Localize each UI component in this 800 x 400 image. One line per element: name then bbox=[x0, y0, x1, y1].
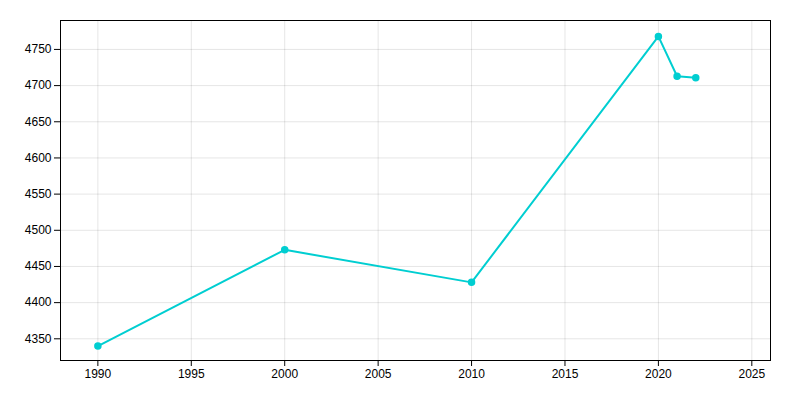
svg-text:4550: 4550 bbox=[25, 187, 52, 201]
svg-text:2010: 2010 bbox=[458, 367, 485, 381]
svg-text:2000: 2000 bbox=[271, 367, 298, 381]
svg-text:4700: 4700 bbox=[25, 78, 52, 92]
svg-text:4500: 4500 bbox=[25, 223, 52, 237]
svg-text:4350: 4350 bbox=[25, 332, 52, 346]
svg-text:4600: 4600 bbox=[25, 151, 52, 165]
svg-text:2020: 2020 bbox=[645, 367, 672, 381]
svg-text:4450: 4450 bbox=[25, 259, 52, 273]
svg-text:4650: 4650 bbox=[25, 115, 52, 129]
svg-text:4400: 4400 bbox=[25, 295, 52, 309]
svg-text:2015: 2015 bbox=[552, 367, 579, 381]
svg-text:1990: 1990 bbox=[85, 367, 112, 381]
svg-text:1995: 1995 bbox=[178, 367, 205, 381]
svg-text:2025: 2025 bbox=[738, 367, 765, 381]
svg-text:4750: 4750 bbox=[25, 42, 52, 56]
svg-text:2005: 2005 bbox=[365, 367, 392, 381]
